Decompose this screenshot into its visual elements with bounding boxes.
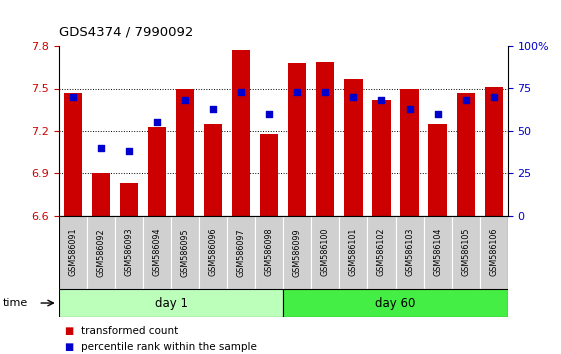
Text: percentile rank within the sample: percentile rank within the sample — [81, 342, 257, 352]
Point — [125, 149, 134, 154]
Text: GSM586091: GSM586091 — [68, 228, 77, 276]
Text: GSM586098: GSM586098 — [265, 228, 274, 276]
Bar — [255, 216, 283, 289]
Point — [68, 94, 77, 100]
Text: day 1: day 1 — [155, 297, 187, 309]
Point — [489, 94, 498, 100]
Point — [377, 98, 386, 103]
Bar — [339, 216, 367, 289]
Bar — [92, 173, 110, 216]
Bar — [143, 216, 171, 289]
Text: GSM586096: GSM586096 — [209, 228, 218, 276]
Text: GSM586101: GSM586101 — [349, 228, 358, 276]
Bar — [64, 93, 82, 216]
Text: transformed count: transformed count — [81, 326, 178, 336]
Text: GSM586097: GSM586097 — [237, 228, 246, 276]
Point — [293, 89, 302, 95]
Text: GSM586094: GSM586094 — [153, 228, 162, 276]
Bar — [367, 216, 396, 289]
Bar — [316, 62, 334, 216]
Text: ■: ■ — [65, 342, 73, 352]
Bar — [204, 124, 222, 216]
Text: day 60: day 60 — [375, 297, 416, 309]
Bar — [171, 216, 199, 289]
Bar — [148, 127, 166, 216]
Bar — [120, 183, 138, 216]
Point — [209, 106, 218, 112]
Point — [96, 145, 105, 151]
Point — [461, 98, 470, 103]
Bar — [396, 216, 424, 289]
Bar — [288, 63, 306, 216]
Point — [349, 94, 358, 100]
Bar — [424, 216, 452, 289]
Bar — [311, 216, 339, 289]
Bar — [457, 93, 475, 216]
Point — [181, 98, 190, 103]
Text: ■: ■ — [65, 326, 73, 336]
Bar — [115, 216, 143, 289]
Bar — [452, 216, 480, 289]
Text: GSM586102: GSM586102 — [377, 228, 386, 276]
Text: GSM586106: GSM586106 — [489, 228, 498, 276]
Bar — [480, 216, 508, 289]
Bar — [344, 79, 362, 216]
Text: GSM586100: GSM586100 — [321, 228, 330, 276]
Text: GSM586103: GSM586103 — [405, 228, 414, 276]
Bar — [227, 216, 255, 289]
Text: GSM586093: GSM586093 — [125, 228, 134, 276]
Point — [237, 89, 246, 95]
Bar — [283, 216, 311, 289]
Point — [433, 111, 442, 117]
Point — [405, 106, 414, 112]
Point — [265, 111, 274, 117]
Bar — [373, 100, 390, 216]
Point — [321, 89, 330, 95]
Bar — [59, 289, 283, 317]
Bar — [199, 216, 227, 289]
Text: GSM586095: GSM586095 — [181, 228, 190, 276]
Text: GSM586104: GSM586104 — [433, 228, 442, 276]
Text: GSM586105: GSM586105 — [461, 228, 470, 276]
Bar — [260, 134, 278, 216]
Text: GSM586099: GSM586099 — [293, 228, 302, 276]
Text: time: time — [3, 298, 28, 308]
Point — [153, 120, 162, 125]
Bar — [232, 50, 250, 216]
Text: GSM586092: GSM586092 — [96, 228, 105, 276]
Bar — [283, 289, 508, 317]
Bar — [87, 216, 115, 289]
Bar — [485, 87, 503, 216]
Bar — [401, 88, 419, 216]
Bar — [176, 88, 194, 216]
Bar — [59, 216, 87, 289]
Text: GDS4374 / 7990092: GDS4374 / 7990092 — [59, 26, 194, 39]
Bar — [429, 124, 447, 216]
